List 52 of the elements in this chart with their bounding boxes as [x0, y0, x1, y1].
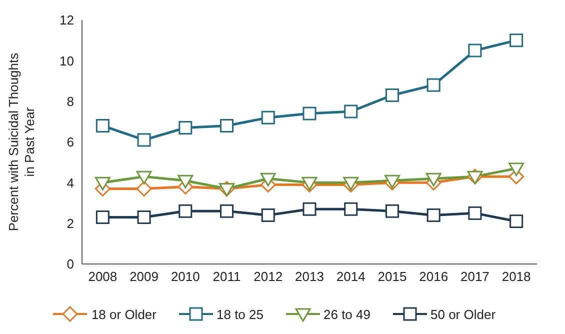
- point: [220, 118, 234, 132]
- y-tick-label: 2: [66, 216, 74, 231]
- point: [136, 181, 152, 197]
- x-tick-label: 2014: [336, 269, 366, 284]
- point: [178, 204, 192, 218]
- point: [94, 176, 110, 190]
- legend-label: 18 to 25: [216, 306, 264, 322]
- point: [178, 174, 194, 188]
- point: [344, 202, 358, 216]
- y-tick-label: 4: [66, 175, 74, 190]
- point: [220, 204, 234, 218]
- point: [385, 88, 399, 102]
- point: [426, 78, 440, 92]
- x-tick-label: 2008: [88, 269, 118, 284]
- x-tick-label: 2010: [170, 269, 200, 284]
- x-tick-label: 2011: [212, 269, 241, 284]
- point: [137, 133, 151, 147]
- x-tick-label: 2009: [130, 269, 159, 284]
- legend-label: 18 or Older: [90, 306, 156, 322]
- y-tick-label: 12: [60, 12, 74, 28]
- point: [426, 208, 440, 222]
- point: [178, 121, 192, 135]
- point: [344, 104, 358, 118]
- point: [385, 204, 399, 218]
- point: [302, 202, 316, 216]
- point: [136, 170, 152, 184]
- y-axis-title: Percent with Suicidal Thoughts in Past Year: [6, 52, 37, 232]
- y-tick-label: 10: [60, 53, 74, 68]
- y-tick-label: 0: [66, 256, 74, 272]
- x-tick-label: 2015: [378, 269, 407, 284]
- point: [137, 210, 151, 224]
- x-tick-label: 2012: [254, 269, 283, 284]
- point: [302, 106, 316, 120]
- point: [260, 172, 276, 186]
- point: [468, 44, 482, 58]
- point: [261, 110, 275, 124]
- point: [426, 172, 442, 186]
- legend-label: 50 or Older: [430, 306, 496, 322]
- x-tick-label: 2016: [419, 269, 448, 284]
- y-tick-label: 6: [66, 134, 74, 150]
- point: [96, 118, 110, 132]
- point: [468, 206, 482, 220]
- point: [510, 214, 524, 228]
- y-tick-label: 8: [66, 94, 74, 109]
- x-tick-label: 2013: [295, 269, 324, 284]
- point: [261, 208, 275, 222]
- point: [96, 210, 110, 224]
- x-tick-label: 2018: [502, 269, 531, 284]
- point: [510, 34, 524, 48]
- legend-label: 26 to 49: [322, 306, 370, 322]
- x-tick-label: 2017: [460, 269, 490, 284]
- point: [508, 162, 524, 176]
